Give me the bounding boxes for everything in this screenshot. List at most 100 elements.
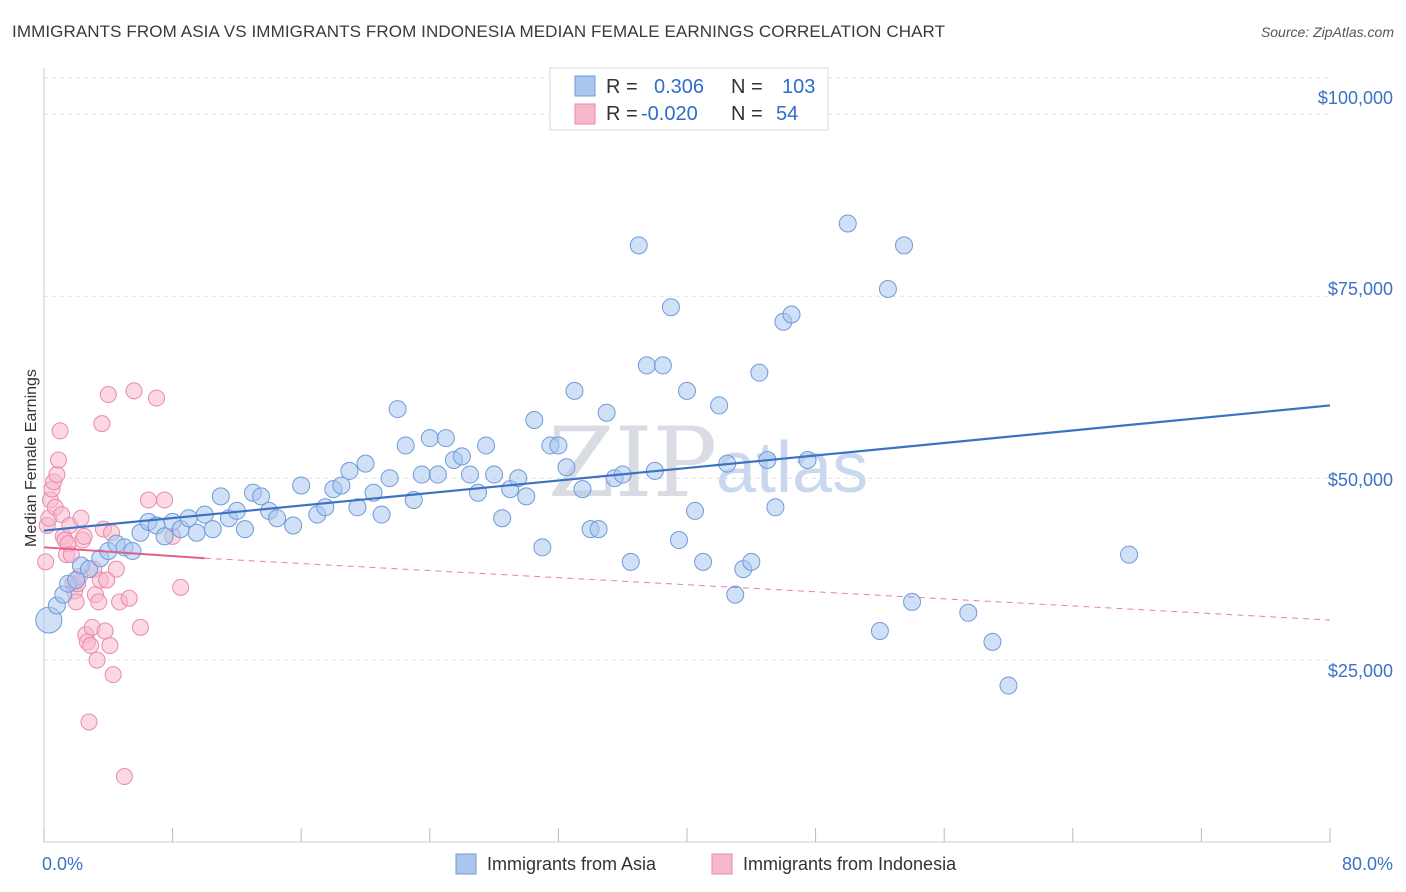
series-asia-points [35,214,1139,695]
point-asia [412,465,431,484]
point-asia [477,436,496,455]
point-asia [187,523,206,542]
legend-r-value-asia: 0.306 [654,76,704,98]
trend-line-indonesia [43,546,205,560]
point-asia [348,498,367,517]
point-indonesia [120,589,138,607]
point-asia [653,356,672,375]
point-asia [999,676,1018,695]
point-asia [420,429,439,448]
point-asia [332,476,351,495]
watermark-zip: ZIP [548,407,717,519]
point-asia [573,480,592,499]
point-indonesia [88,651,106,669]
point-indonesia [99,386,117,404]
point-indonesia [48,466,66,484]
legend-n-label: N = [731,76,763,98]
point-indonesia [90,593,108,611]
point-asia [436,429,455,448]
legend-frame [549,67,829,131]
series-legend: Immigrants from Asia Immigrants from Ind… [455,853,957,875]
point-indonesia [156,491,174,509]
legend-n-value-indonesia: 54 [776,103,798,125]
legend-n-label: N = [731,103,763,125]
gridlines [44,77,1330,661]
x-tick-label-max: 80.0% [1342,854,1393,874]
point-indonesia [96,622,114,640]
watermark-atlas: atlas [716,428,868,508]
point-asia [211,487,230,506]
point-asia [80,560,99,579]
point-asia [340,461,359,480]
point-asia [123,541,142,560]
point-indonesia [72,509,90,527]
trend-lines [43,404,1331,621]
point-asia [533,538,552,557]
y-tick-labels: $100,000 $75,000 $50,000 $25,000 [1318,88,1393,681]
point-asia [661,298,680,317]
point-asia [1120,545,1139,564]
point-indonesia [172,578,190,596]
point-indonesia [75,527,93,545]
bottom-legend-swatch-asia [455,853,477,875]
point-indonesia [131,618,149,636]
y-tick-label: $100,000 [1318,88,1393,108]
point-asia [372,505,391,524]
point-asia [549,436,568,455]
point-indonesia [51,422,69,440]
point-asia [637,356,656,375]
point-asia [629,236,648,255]
chart-title: IMMIGRANTS FROM ASIA VS IMMIGRANTS FROM … [12,22,946,41]
axes [43,68,1331,843]
point-asia [284,516,303,535]
y-tick-label: $25,000 [1328,661,1393,681]
point-asia [782,305,801,324]
trend-line-asia [43,404,1331,532]
point-indonesia [37,553,55,571]
point-asia [959,603,978,622]
point-asia [203,520,222,539]
point-asia [750,363,769,382]
y-axis-label: Median Female Earnings [23,369,40,547]
watermark: ZIP atlas [548,407,868,519]
point-indonesia [93,415,111,433]
correlation-legend: R = 0.306 N = 103 R = -0.020 N = 54 [549,67,829,131]
point-asia [870,621,889,640]
legend-r-value-indonesia: -0.020 [641,103,698,125]
point-asia [983,632,1002,651]
point-asia [878,280,897,299]
point-asia [316,498,335,517]
point-asia [903,592,922,611]
legend-r-label: R = [606,76,638,98]
point-indonesia [125,382,143,400]
point-asia [726,585,745,604]
source-credit: Source: ZipAtlas.com [1260,24,1394,40]
point-asia [838,214,857,233]
point-indonesia [49,451,67,469]
bottom-legend-label-indonesia: Immigrants from Indonesia [743,854,957,874]
point-asia [798,451,817,469]
legend-n-value-asia: 103 [782,76,815,98]
point-indonesia [148,389,166,407]
point-asia [485,465,504,484]
point-asia [895,236,914,255]
point-asia [669,531,688,550]
point-asia [460,465,479,484]
y-tick-label: $75,000 [1328,279,1393,299]
x-tick-label-min: 0.0% [42,854,83,874]
point-asia [742,552,761,571]
point-asia [493,509,512,528]
y-tick-label: $50,000 [1328,470,1393,490]
point-asia [155,527,174,546]
bottom-legend-swatch-indonesia [711,853,733,875]
point-asia [252,487,271,506]
point-asia [292,476,311,495]
point-indonesia [80,713,98,731]
point-asia [388,400,407,419]
legend-r-label: R = [606,103,638,125]
point-asia [710,396,729,415]
trend-line-indonesia-extension [204,557,1331,621]
point-indonesia [107,560,125,578]
point-asia [589,520,608,539]
